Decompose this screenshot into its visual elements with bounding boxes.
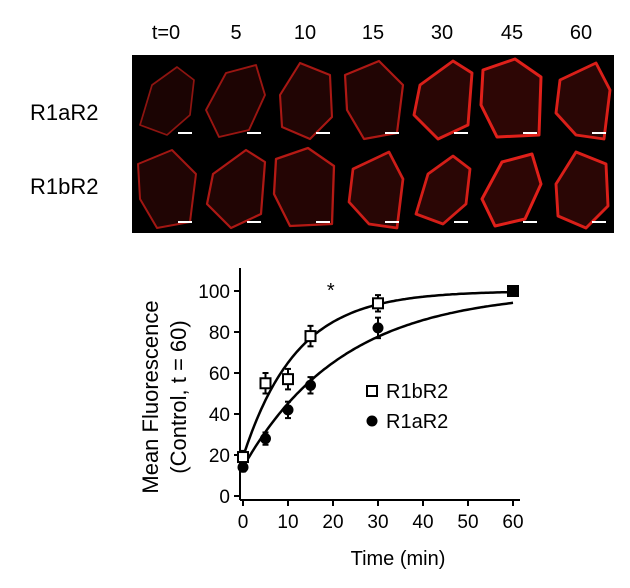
scale-bar: [454, 132, 468, 134]
micrograph-cell: [132, 55, 200, 144]
timepoint-label-45: 45: [500, 22, 524, 44]
legend-label: R1bR2: [386, 381, 448, 403]
scale-bar: [316, 132, 330, 134]
scale-bar: [247, 132, 261, 134]
x-tick-label: 30: [367, 512, 388, 533]
scale-bar: [385, 221, 399, 223]
micrograph-cell: [201, 144, 269, 233]
timepoint-label-30: 30: [430, 22, 454, 44]
significance-asterisk: *: [327, 280, 335, 302]
micrograph-cell: [270, 55, 338, 144]
y-axis-label: Mean Fluorescence: [138, 300, 163, 493]
timepoint-label-5: 5: [230, 22, 242, 44]
scale-bar: [592, 132, 606, 134]
scale-bar: [316, 221, 330, 223]
scale-bar: [592, 221, 606, 223]
data-point-r1ar2: [507, 285, 519, 297]
data-point-r1ar2: [305, 379, 316, 391]
y-tick-label: 80: [209, 323, 230, 344]
micrograph-cell: [408, 55, 476, 144]
data-point-r1br2: [304, 330, 317, 343]
data-point-r1br2: [372, 297, 384, 310]
micrograph-cell: [270, 144, 338, 233]
y-tick-label: 100: [198, 282, 230, 303]
legend-marker-filled-circle: [366, 415, 378, 427]
micrograph-cell: [477, 144, 545, 233]
timepoint-label-15: 15: [361, 22, 385, 44]
data-point-r1ar2: [260, 433, 271, 445]
micrograph-cell: [546, 144, 614, 233]
micrograph-cell: [408, 144, 476, 233]
data-point-r1br2: [282, 373, 294, 386]
data-point-r1ar2: [372, 322, 384, 334]
data-point-r1ar2: [237, 461, 249, 473]
scale-bar: [523, 132, 537, 134]
data-point-r1br2: [259, 377, 272, 390]
y-tick-label: 20: [209, 446, 230, 467]
micrograph-cell: [339, 144, 407, 233]
timepoint-label-60: 60: [569, 22, 593, 44]
x-tick-label: 40: [412, 512, 433, 533]
y-axis-sublabel: (Control, t = 60): [166, 320, 191, 473]
y-tick-label: 40: [209, 405, 230, 426]
data-point-r1ar2: [282, 404, 294, 416]
micrograph-panel: [132, 55, 614, 233]
micrograph-cell: [339, 55, 407, 144]
micrograph-cell: [477, 55, 545, 144]
x-tick-label: 20: [322, 512, 343, 533]
scale-bar: [523, 221, 537, 223]
scale-bar: [178, 132, 192, 134]
x-tick-label: 60: [502, 512, 523, 533]
legend-label: R1aR2: [386, 411, 448, 433]
micrograph-cell: [201, 55, 269, 144]
micrograph-cell: [132, 144, 200, 233]
micrograph-cell: [546, 55, 614, 144]
scale-bar: [247, 221, 261, 223]
y-tick-label: 0: [219, 487, 230, 508]
x-tick-label: 10: [277, 512, 298, 533]
legend-marker-open-square: [366, 385, 378, 397]
scale-bar: [454, 221, 468, 223]
row-label-r1ar2: R1aR2: [30, 100, 99, 125]
x-tick-label: 50: [457, 512, 478, 533]
row-label-r1br2: R1bR2: [30, 174, 99, 199]
timepoint-label-10: 10: [293, 22, 317, 44]
scale-bar: [178, 221, 192, 223]
x-axis-label: Time (min): [351, 548, 446, 570]
timepoint-label-0: t=0: [151, 22, 181, 44]
y-tick-label: 60: [209, 364, 230, 385]
data-point-r1br2: [237, 451, 249, 464]
scale-bar: [385, 132, 399, 134]
x-tick-label: 0: [238, 512, 249, 533]
